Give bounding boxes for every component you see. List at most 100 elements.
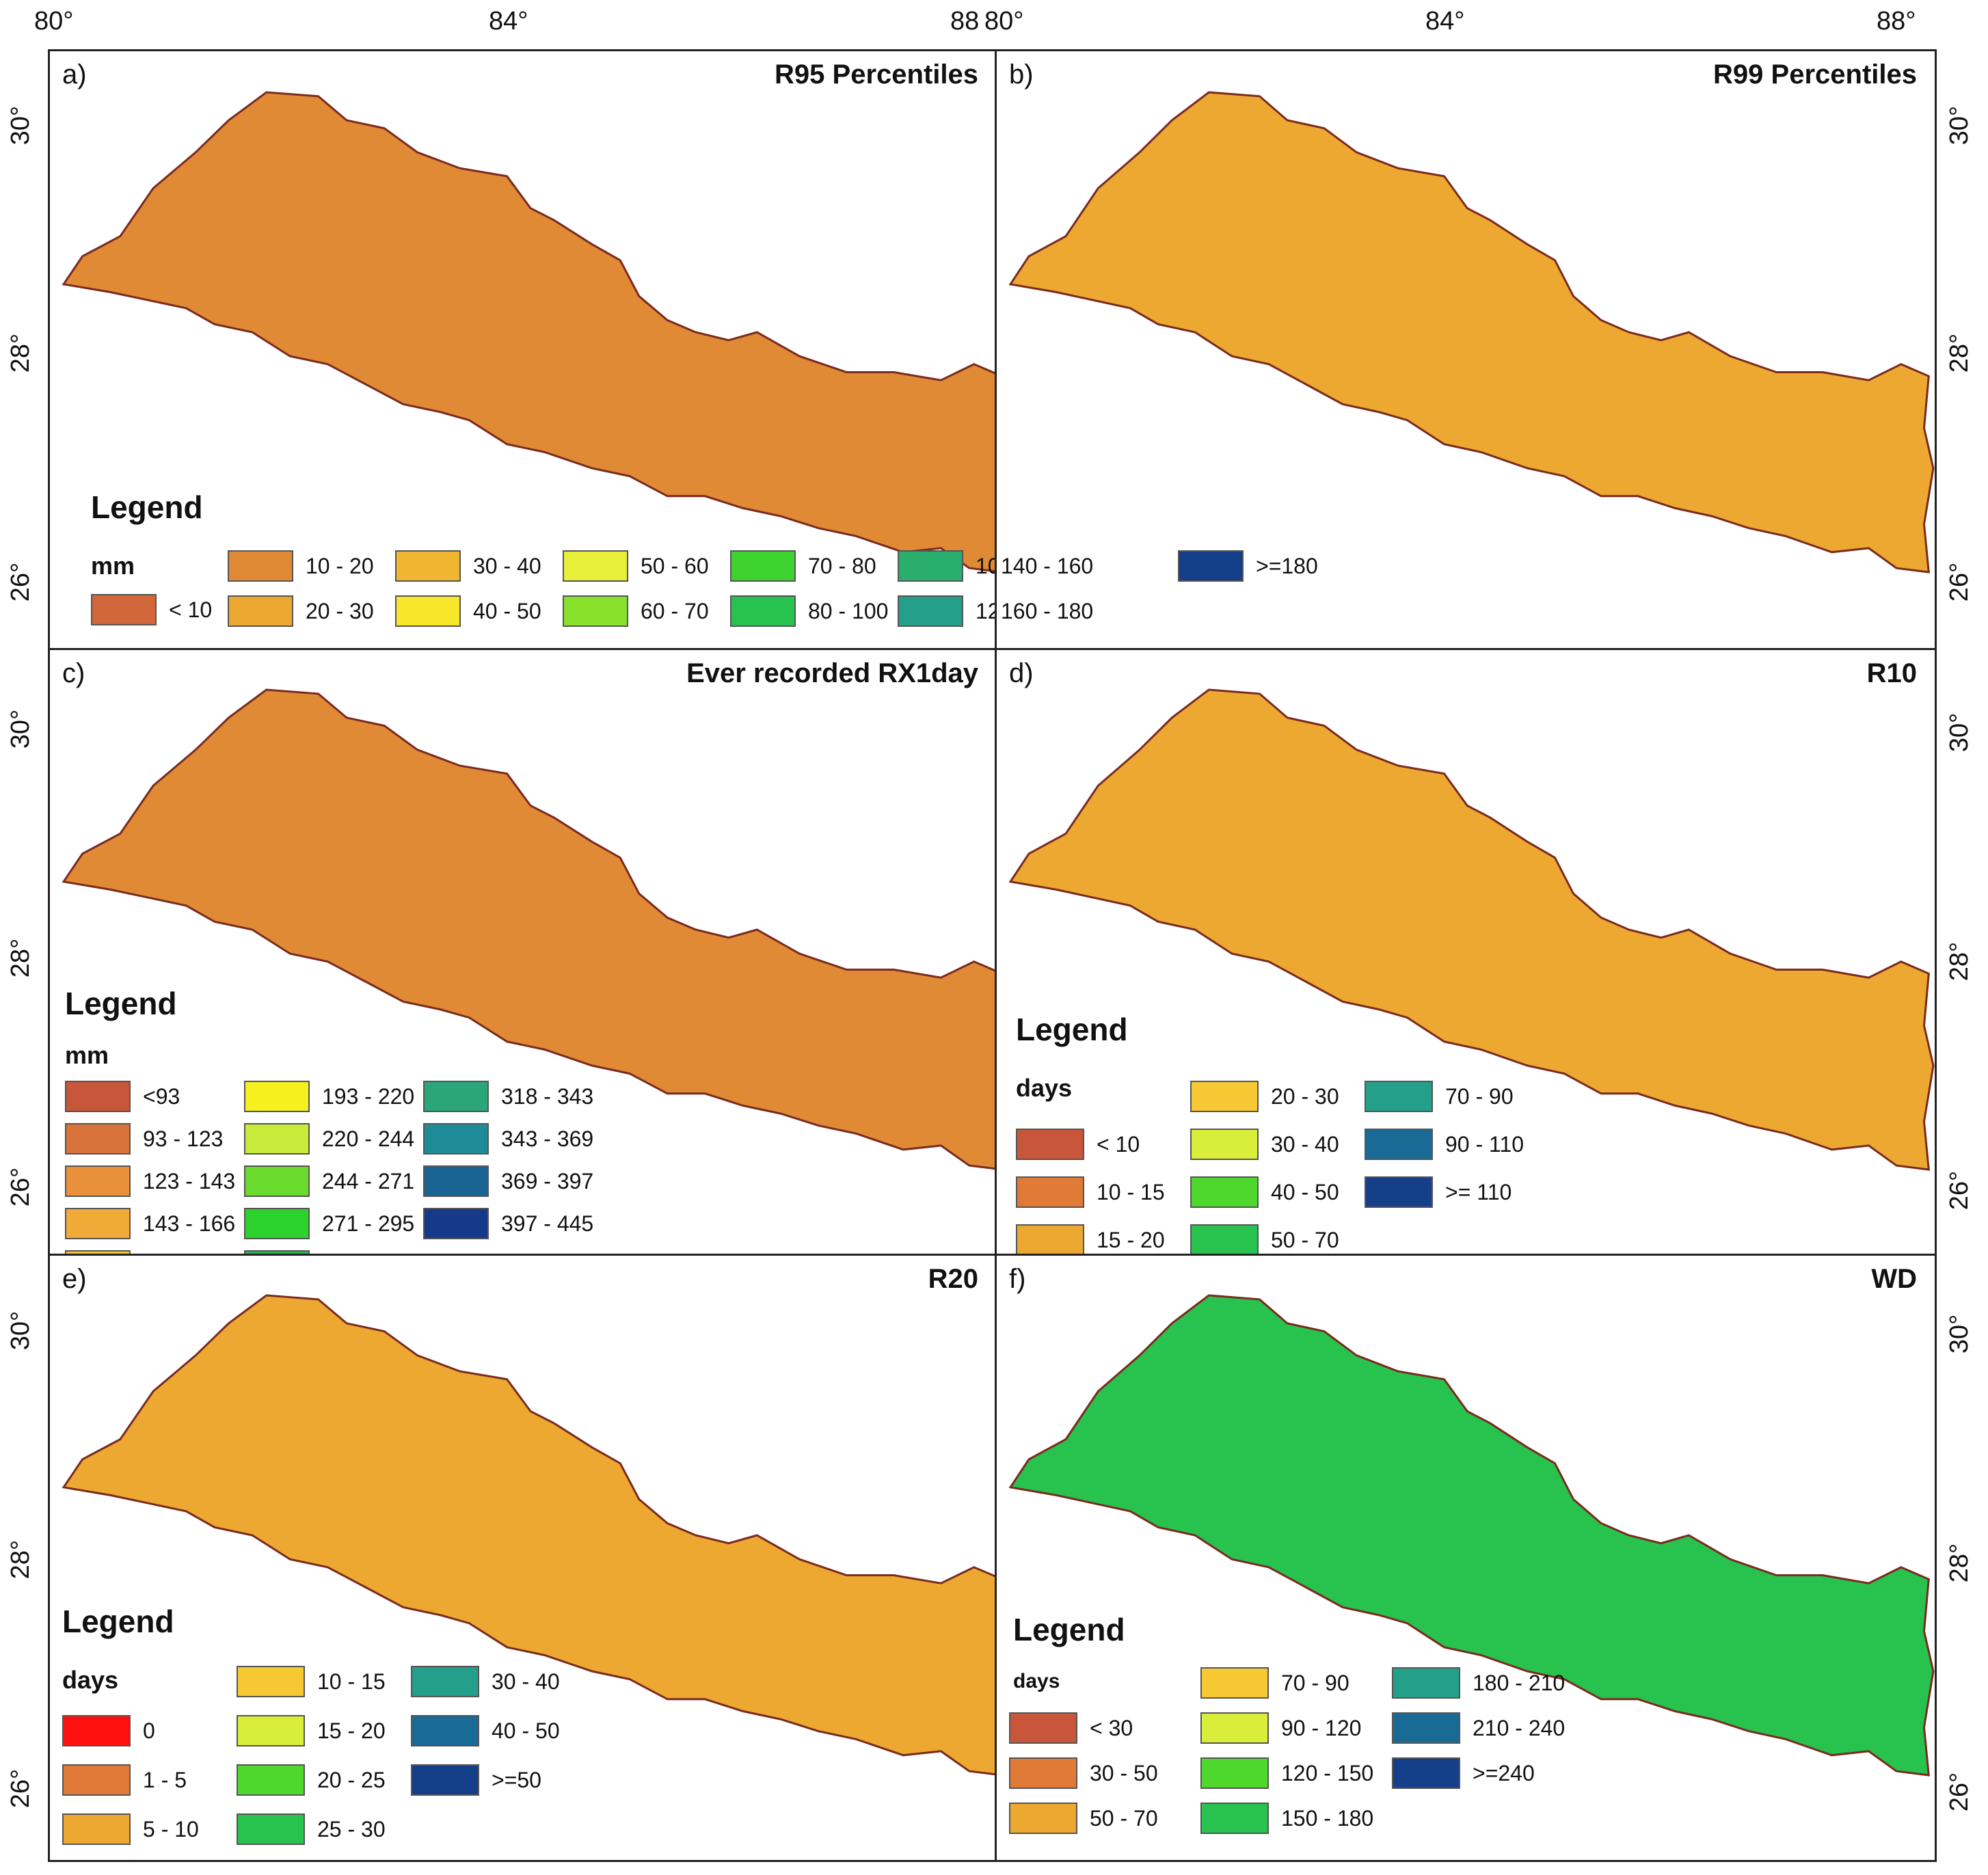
legend-label: 40 - 50 — [492, 1718, 560, 1743]
lat-label: 26° — [6, 1167, 36, 1207]
legend-item: 90 - 120 — [1200, 1712, 1361, 1744]
legend-label: 50 - 60 — [641, 553, 709, 578]
legend-swatch — [1365, 1176, 1433, 1208]
panel-r99-percentiles: b) R99 Percentiles 140 - 160 160 - 180 >=1… — [995, 49, 1937, 651]
lat-label: 30° — [1945, 1314, 1974, 1354]
panel-wd: f) WD Legend days < 30 30 - 50 50 - 70 70 -… — [995, 1254, 1937, 1862]
legend-swatch — [411, 1666, 479, 1697]
legend-item: 143 - 166 — [65, 1208, 235, 1239]
legend-swatch — [898, 595, 963, 627]
legend-swatch — [1392, 1667, 1460, 1699]
legend-label: >=240 — [1473, 1760, 1535, 1785]
legend-label: 120 - 140 — [976, 598, 996, 623]
legend-label: 180 - 210 — [1473, 1670, 1566, 1695]
legend-item: 60 - 70 — [563, 595, 709, 627]
legend-swatch — [1392, 1712, 1460, 1744]
legend-swatch — [65, 1123, 131, 1155]
legend-swatch — [1009, 1757, 1077, 1789]
legend-item: 15 - 20 — [1016, 1224, 1165, 1254]
legend-title: Legend — [65, 986, 177, 1021]
legend-label: 1 - 5 — [143, 1767, 187, 1792]
legend-label: 343 - 369 — [501, 1126, 594, 1151]
legend-label: 369 - 397 — [501, 1168, 594, 1193]
nepal-boundary — [1008, 91, 1935, 574]
legend-item: 20 - 30 — [1190, 1081, 1339, 1112]
legend-item: 30 - 50 — [1009, 1757, 1158, 1789]
legend-swatch — [1016, 1224, 1084, 1254]
legend-label: >= 110 — [1445, 1179, 1512, 1204]
lat-label: 26° — [1945, 1170, 1974, 1211]
legend-item: < 30 — [1009, 1712, 1133, 1744]
legend-label: 397 - 445 — [501, 1211, 594, 1236]
legend-label: >=50 — [492, 1767, 541, 1792]
legend-label: 50 - 70 — [1090, 1805, 1158, 1831]
legend-label: 20 - 30 — [306, 598, 374, 623]
legend-item: 40 - 50 — [411, 1715, 560, 1746]
legend-item: 140 - 160 — [997, 550, 1093, 582]
lat-label: 28° — [6, 1539, 36, 1580]
legend-label: 25 - 30 — [317, 1816, 386, 1842]
nepal-boundary — [62, 1294, 996, 1776]
panel-title: R95 Percentiles — [775, 59, 978, 90]
legend-item: 193 - 220 — [244, 1081, 414, 1112]
legend-item: 15 - 20 — [237, 1715, 386, 1746]
panel-title: R10 — [1866, 658, 1917, 688]
legend-swatch — [244, 1081, 310, 1112]
lon-label-84-left: 84° — [489, 7, 528, 36]
legend-swatch — [1392, 1757, 1460, 1789]
legend-swatch — [411, 1715, 479, 1746]
legend-item: < 10 — [1016, 1129, 1140, 1160]
panel-r20: e) R20 Legend days 0 1 - 5 5 - 10 10 - 15 15… — [48, 1254, 998, 1862]
panel-title: R99 Percentiles — [1713, 59, 1917, 90]
nepal-map-wd — [1008, 1294, 1935, 1777]
legend-item: 70 - 90 — [1200, 1667, 1349, 1699]
legend-label: 0 — [143, 1718, 155, 1743]
legend-swatch — [563, 550, 628, 582]
legend-item: 343 - 369 — [423, 1123, 593, 1155]
nepal-boundary — [62, 91, 996, 573]
legend-swatch — [395, 595, 461, 627]
legend-swatch — [237, 1666, 305, 1697]
legend-item: 93 - 123 — [65, 1123, 223, 1155]
panel-label: c) — [62, 658, 85, 688]
legend-swatch — [1200, 1803, 1269, 1834]
legend-title: Legend — [91, 489, 203, 525]
legend-swatch — [62, 1813, 131, 1845]
legend-label: 20 - 30 — [1271, 1083, 1339, 1109]
legend-swatch — [65, 1165, 131, 1197]
legend-item: >= 110 — [1365, 1176, 1512, 1208]
legend-item: 220 - 244 — [244, 1123, 414, 1155]
legend-item: 30 - 40 — [411, 1666, 560, 1697]
legend-label: 244 - 271 — [322, 1168, 415, 1193]
legend-item: 20 - 30 — [228, 595, 374, 627]
legend-swatch — [1190, 1224, 1259, 1254]
panel-title: WD — [1871, 1264, 1917, 1294]
legend-label: 271 - 295 — [322, 1211, 415, 1236]
legend-swatch — [65, 1250, 131, 1254]
legend-swatch — [423, 1081, 489, 1112]
legend-item: 100 - 120 — [898, 550, 996, 582]
panel-label: f) — [1009, 1264, 1026, 1294]
panel-r10: d) R10 Legend days < 10 10 - 15 15 - 20 20 … — [995, 648, 1937, 1256]
legend-swatch — [244, 1165, 310, 1197]
nepal-map-r20 — [62, 1294, 996, 1776]
legend-item: >=180 — [1178, 550, 1318, 582]
nepal-map-rx1day — [62, 688, 996, 1170]
lat-label: 26° — [1945, 1772, 1974, 1812]
legend-label: 30 - 50 — [1090, 1760, 1158, 1785]
legend-swatch — [244, 1208, 310, 1239]
legend-swatch — [1190, 1081, 1259, 1112]
legend-item: 30 - 40 — [395, 550, 541, 582]
lon-label-80-right: 80° — [984, 7, 1024, 36]
map-color-bands — [1010, 690, 1933, 1170]
legend-label: 70 - 90 — [1445, 1083, 1514, 1109]
legend-swatch — [423, 1165, 489, 1197]
nepal-boundary — [1008, 1294, 1935, 1777]
legend-item: 40 - 50 — [395, 595, 541, 627]
legend-item: 120 - 140 — [898, 595, 996, 627]
legend-label: 10 - 15 — [317, 1669, 386, 1694]
lat-label: 30° — [1945, 105, 1974, 146]
legend-label: 318 - 343 — [501, 1083, 594, 1109]
map-band-o2 — [1010, 690, 1933, 1170]
legend-swatch — [1016, 1129, 1084, 1160]
